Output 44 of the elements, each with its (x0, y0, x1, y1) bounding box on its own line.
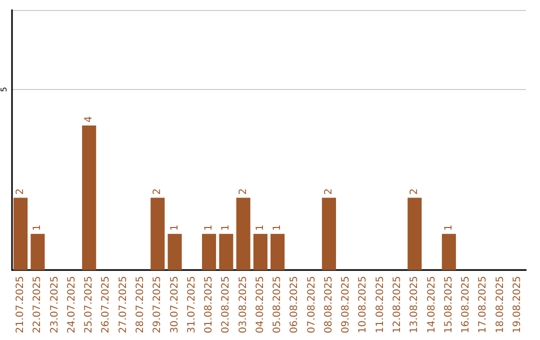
x-tick-label: 04.08.2025 (254, 276, 266, 334)
y-tick-label: 5 (0, 86, 8, 92)
x-tick-label: 05.08.2025 (272, 276, 284, 334)
x-tick-label: 13.08.2025 (409, 276, 420, 334)
x-tick-label: 01.08.2025 (204, 276, 215, 334)
data-label: 1 (220, 224, 232, 231)
x-tick-label: 03.08.2025 (238, 276, 249, 334)
data-label: 2 (152, 188, 164, 195)
x-tick-label: 18.08.2025 (494, 276, 506, 334)
x-tick-label: 02.08.2025 (220, 276, 232, 334)
x-tick-label: 10.08.2025 (358, 276, 369, 334)
data-label: 1 (254, 224, 266, 231)
x-tick-label: 06.08.2025 (289, 276, 300, 334)
x-tick-label: 09.08.2025 (340, 276, 352, 334)
x-tick-label: 26.07.2025 (100, 276, 112, 334)
data-label: 2 (238, 188, 249, 195)
x-tick-label: 08.08.2025 (323, 276, 334, 334)
data-label: 1 (32, 224, 44, 231)
x-tick-label: 19.08.2025 (512, 276, 523, 334)
data-label: 1 (272, 224, 284, 231)
data-label: 1 (204, 224, 215, 231)
data-label: 2 (409, 188, 420, 195)
data-label: 1 (169, 224, 180, 231)
x-tick-label: 24.07.2025 (66, 276, 78, 334)
x-tick-label: 16.08.2025 (460, 276, 472, 334)
x-tick-label: 27.07.2025 (118, 276, 129, 334)
x-tick-label: 28.07.2025 (135, 276, 146, 334)
x-tick-label: 31.07.2025 (186, 276, 198, 334)
x-tick-label: 17.08.2025 (478, 276, 489, 334)
x-tick-label: 30.07.2025 (169, 276, 180, 334)
x-tick-label: 25.07.2025 (84, 276, 95, 334)
x-tick-label: 22.07.2025 (32, 276, 44, 334)
x-tick-label: 21.07.2025 (15, 276, 26, 334)
data-label: 1 (443, 224, 454, 231)
x-tick-label: 07.08.2025 (306, 276, 318, 334)
data-label: 4 (84, 116, 95, 123)
x-tick-label: 14.08.2025 (426, 276, 438, 334)
x-tick-label: 15.08.2025 (443, 276, 454, 334)
x-tick-label: 29.07.2025 (152, 276, 164, 334)
x-tick-label: 11.08.2025 (374, 276, 386, 334)
data-label: 2 (15, 188, 26, 195)
x-tick-label: 23.07.2025 (49, 276, 60, 334)
data-label: 2 (323, 188, 334, 195)
x-tick-label: 12.08.2025 (392, 276, 403, 334)
